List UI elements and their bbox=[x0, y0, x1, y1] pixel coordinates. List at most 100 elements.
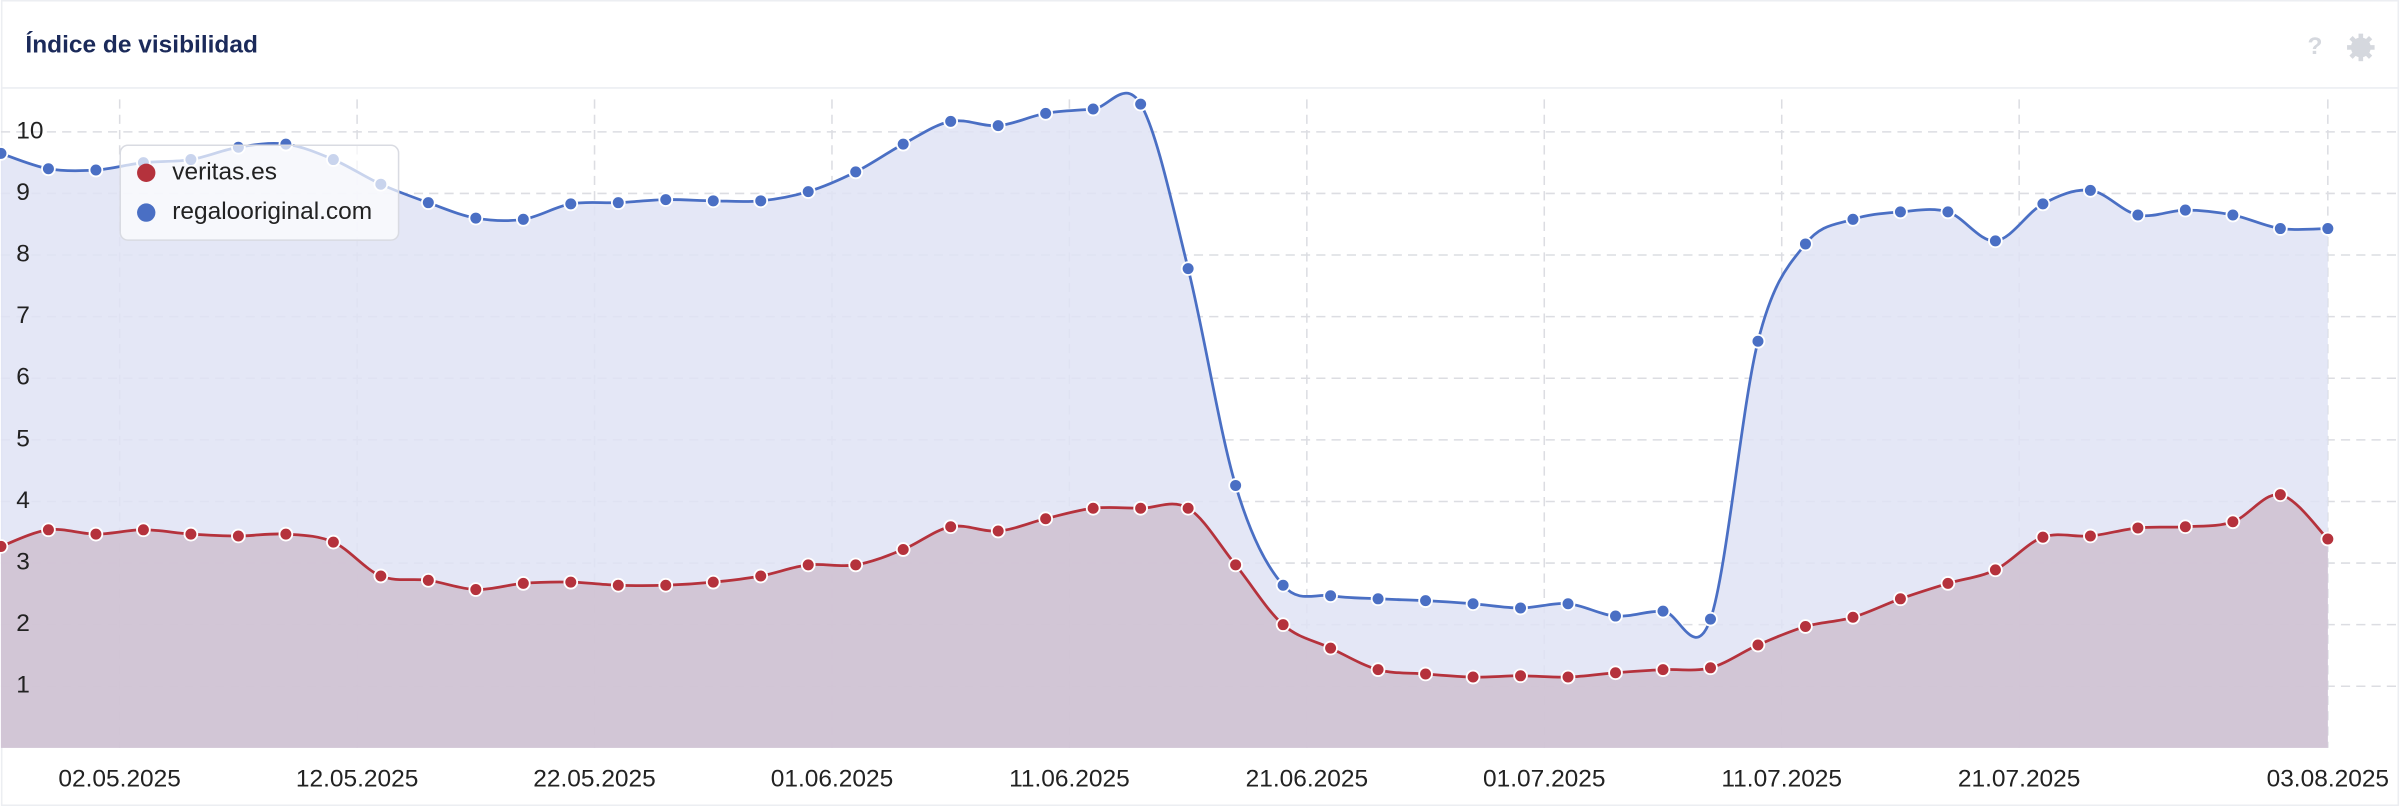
data-point bbox=[41, 522, 56, 538]
data-point bbox=[895, 136, 911, 152]
data-point bbox=[2225, 514, 2241, 530]
y-tick-label: 4 bbox=[16, 487, 30, 514]
data-point bbox=[420, 195, 436, 211]
data-point bbox=[515, 211, 531, 227]
data-point bbox=[1228, 557, 1243, 573]
data-point bbox=[705, 193, 721, 209]
data-point bbox=[943, 519, 959, 535]
x-tick-label: 11.06.2025 bbox=[1009, 765, 1130, 792]
data-point bbox=[183, 526, 199, 542]
x-tick-label: 03.08.2025 bbox=[2267, 765, 2389, 792]
data-point bbox=[2130, 520, 2146, 536]
data-point bbox=[1418, 666, 1433, 682]
data-point bbox=[2320, 221, 2336, 236]
data-point bbox=[88, 162, 104, 178]
data-point bbox=[753, 193, 769, 209]
settings-icon[interactable] bbox=[2347, 33, 2375, 62]
data-point bbox=[753, 568, 769, 584]
x-tick-label: 12.05.2025 bbox=[296, 765, 418, 792]
data-point bbox=[895, 542, 911, 557]
x-tick-label: 02.05.2025 bbox=[58, 765, 180, 792]
x-tick-label: 01.06.2025 bbox=[771, 765, 893, 792]
data-point bbox=[2178, 519, 2193, 535]
data-point bbox=[1940, 204, 1956, 220]
data-point bbox=[1750, 637, 1766, 653]
data-point bbox=[136, 522, 151, 538]
data-point bbox=[1988, 233, 2003, 249]
data-point bbox=[1228, 478, 1243, 493]
data-point bbox=[2130, 207, 2146, 223]
data-point bbox=[990, 118, 1006, 134]
data-point bbox=[420, 572, 436, 588]
data-point bbox=[1845, 609, 1861, 625]
y-tick-label: 1 bbox=[16, 672, 30, 699]
data-point bbox=[1608, 665, 1623, 681]
data-point bbox=[2272, 221, 2288, 236]
legend-label: veritas.es bbox=[172, 158, 277, 185]
data-point bbox=[1513, 668, 1528, 684]
data-point bbox=[1988, 562, 2003, 578]
y-tick-label: 7 bbox=[16, 302, 30, 329]
series-area bbox=[0, 494, 2328, 748]
data-point bbox=[0, 539, 9, 554]
data-point bbox=[563, 574, 579, 590]
data-point bbox=[1798, 619, 1813, 634]
data-point bbox=[515, 576, 531, 591]
data-point bbox=[1655, 662, 1671, 677]
y-tick-label: 6 bbox=[16, 364, 30, 391]
data-point bbox=[1703, 660, 1718, 676]
data-point bbox=[0, 146, 9, 161]
data-point bbox=[1133, 96, 1148, 112]
data-point bbox=[1750, 333, 1766, 349]
data-point bbox=[848, 164, 864, 180]
data-point bbox=[563, 196, 579, 212]
data-point bbox=[2035, 529, 2051, 545]
legend-marker bbox=[137, 163, 156, 182]
data-point bbox=[1560, 596, 1576, 612]
data-point bbox=[658, 577, 674, 593]
data-point bbox=[848, 557, 864, 573]
data-point bbox=[88, 526, 104, 542]
help-icon[interactable]: ? bbox=[2307, 33, 2322, 60]
data-point bbox=[1798, 236, 1813, 252]
data-point bbox=[1133, 500, 1148, 516]
data-point bbox=[2272, 487, 2288, 503]
legend-box bbox=[119, 144, 400, 241]
data-point bbox=[278, 526, 294, 542]
data-point bbox=[1940, 576, 1956, 591]
data-point bbox=[41, 161, 56, 177]
data-point bbox=[1370, 591, 1386, 607]
data-point bbox=[2178, 202, 2193, 218]
data-point bbox=[1608, 608, 1623, 624]
x-tick-label: 22.05.2025 bbox=[533, 765, 655, 792]
data-point bbox=[1085, 500, 1101, 516]
data-point bbox=[1323, 640, 1338, 656]
data-point bbox=[1893, 204, 1908, 220]
x-tick-label: 21.06.2025 bbox=[1246, 765, 1368, 792]
data-point bbox=[2083, 528, 2098, 544]
data-point bbox=[2225, 207, 2241, 223]
data-point bbox=[1703, 611, 1718, 627]
data-point bbox=[1180, 500, 1196, 516]
data-point bbox=[1180, 261, 1196, 276]
data-point bbox=[610, 577, 626, 593]
chart-title: Índice de visibilidad bbox=[25, 30, 258, 58]
data-point bbox=[2083, 183, 2098, 198]
data-point bbox=[1418, 593, 1433, 608]
data-point bbox=[1038, 106, 1054, 121]
legend-label: regalooriginal.com bbox=[172, 198, 372, 225]
y-tick-label: 10 bbox=[16, 117, 43, 144]
y-tick-label: 3 bbox=[16, 549, 30, 576]
data-point bbox=[326, 534, 341, 550]
data-point bbox=[468, 210, 484, 226]
legend: veritas.es regalooriginal.com bbox=[119, 144, 400, 241]
series-line bbox=[0, 91, 2328, 639]
data-point bbox=[610, 195, 626, 211]
data-point bbox=[800, 184, 816, 199]
data-point bbox=[1085, 101, 1101, 117]
data-point bbox=[800, 557, 816, 573]
data-point bbox=[1370, 662, 1386, 677]
data-point bbox=[2320, 531, 2336, 547]
data-point bbox=[943, 114, 959, 129]
